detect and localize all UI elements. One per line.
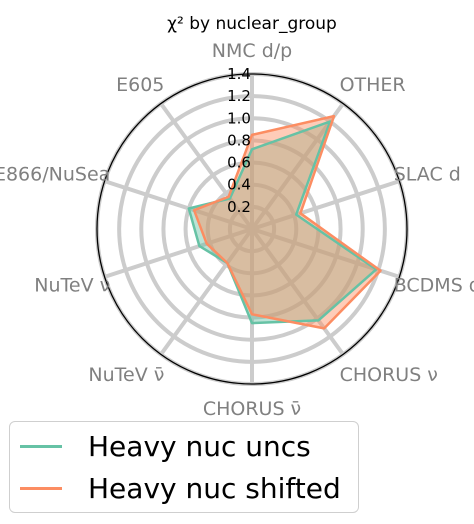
r-tick-label: 1.2 <box>227 87 251 105</box>
category-label: E605 <box>116 74 164 96</box>
r-tick-label: 0.2 <box>227 198 251 216</box>
radial-tick-labels: 0.2 0.4 0.6 0.8 1.0 1.2 1.4 <box>227 65 251 216</box>
series-area-heavy-nuc-shifted <box>194 116 381 329</box>
category-label: OTHER <box>340 74 406 96</box>
category-label: NuTeV ν̄ <box>88 364 164 386</box>
category-label: NuTeV ν <box>34 274 110 296</box>
category-label: CHORUS ν̄ <box>203 398 301 420</box>
legend: Heavy nuc uncs Heavy nuc shifted <box>9 421 359 513</box>
grid-spoke <box>159 102 254 231</box>
category-label: SLAC d <box>394 164 461 186</box>
category-label: E866/NuSea <box>0 164 110 186</box>
category-labels: NMC d/p OTHER SLAC d BCDMS d CHORUS ν CHORUS … <box>0 40 474 420</box>
r-tick-label: 0.6 <box>227 154 251 172</box>
polar-frame <box>96 73 408 385</box>
grid-spoke <box>103 179 253 231</box>
r-tick-label: 0.8 <box>227 131 251 149</box>
legend-label-heavy-nuc-shifted: Heavy nuc shifted <box>88 471 341 505</box>
category-label: NMC d/p <box>212 40 292 62</box>
category-label: BCDMS d <box>394 274 474 296</box>
grid-spoke <box>250 227 345 356</box>
grid-spoke <box>103 227 253 279</box>
r-tick-label: 1.0 <box>227 109 251 127</box>
legend-swatch-heavy-nuc-uncs <box>20 444 62 448</box>
legend-label-heavy-nuc-uncs: Heavy nuc uncs <box>88 429 311 463</box>
legend-item-heavy-nuc-uncs: Heavy nuc uncs <box>20 426 311 466</box>
r-tick-label: 0.4 <box>227 176 251 194</box>
r-tick-label: 1.4 <box>227 65 251 83</box>
grid-spoke <box>251 179 401 231</box>
series-area-heavy-nuc-uncs <box>188 121 377 324</box>
legend-swatch-heavy-nuc-shifted <box>20 486 62 490</box>
legend-item-heavy-nuc-shifted: Heavy nuc shifted <box>20 468 341 508</box>
grid-spoke <box>159 227 254 356</box>
category-label: CHORUS ν <box>340 364 438 386</box>
chart-title: χ² by nuclear_group <box>167 14 337 34</box>
series-layer <box>187 114 382 330</box>
